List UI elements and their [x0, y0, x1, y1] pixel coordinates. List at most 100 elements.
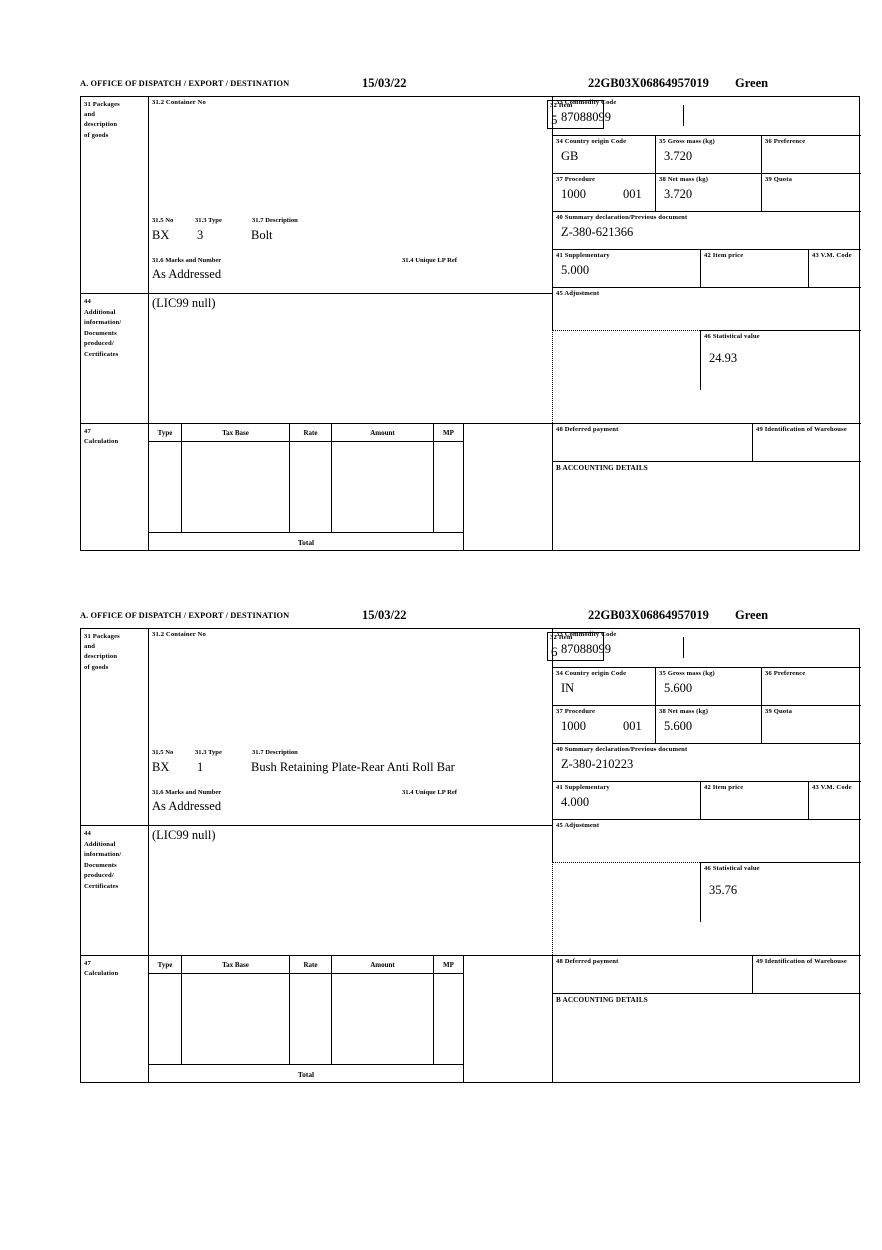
box-41-label: 41 Supplementary	[556, 252, 610, 259]
box-44-label-l3: information/	[84, 319, 122, 327]
commodity-code-divider	[683, 637, 685, 658]
box-48-label: 48 Deferred payment	[556, 426, 619, 433]
calc-cell-taxbase	[182, 442, 290, 532]
additional-information-value: (LIC99 null)	[152, 828, 216, 842]
box-40-label: 40 Summary declaration/Previous document	[556, 214, 688, 221]
calc-col-mp-header: MP	[434, 424, 464, 442]
box-31-3-type-label: 31.3 Type	[195, 749, 222, 756]
box-44-label: 44 Additional information/ Documents pro…	[81, 293, 148, 423]
box-44-label-l4: Documents	[84, 329, 117, 337]
calc-cell-rate	[290, 442, 332, 532]
box-31-4-unique-lp-ref-label: 31.4 Unique LP Ref	[402, 789, 457, 796]
box-40-label: 40 Summary declaration/Previous document	[556, 746, 688, 753]
calculation-header-row: Type Tax Base Rate Amount MP	[149, 956, 464, 974]
box-41-supplementary: 41 Supplementary 4.000	[552, 781, 700, 819]
box-31-5-no-label: 31.5 No	[152, 217, 174, 224]
procedure-code-1: 1000	[561, 187, 586, 201]
previous-document-value: Z-380-621366	[561, 225, 634, 239]
office-of-dispatch-label: A. OFFICE OF DISPATCH / EXPORT / DESTINA…	[80, 611, 290, 620]
box-44-additional-information: (LIC99 null)	[148, 825, 552, 955]
box-33-commodity-code: 33 Commodity Code 87088099	[552, 97, 861, 135]
box-32-item-label: 32 Item	[550, 102, 573, 109]
packages-no-value: BX	[152, 228, 170, 242]
box-44-label-l6: Certificates	[84, 350, 119, 358]
box-47-label-l2: Calculation	[84, 969, 119, 977]
box-36-label: 36 Preference	[765, 138, 806, 145]
box-33-label: 33 Commodity Code	[556, 631, 617, 638]
commodity-code-value: 87088099	[561, 642, 611, 656]
calc-col-rate-header: Rate	[290, 956, 332, 974]
box-31-label-l1: 31 Packages	[84, 101, 120, 108]
box-32-item: 32 Item 5	[547, 100, 604, 129]
box-31-goods-panel: 31.2 Container No 32 Item 6 31.5 No 31.3…	[148, 629, 604, 825]
calc-col-amount-header: Amount	[332, 956, 434, 974]
box-45-adjustment: 45 Adjustment	[552, 819, 861, 862]
box-47-label: 47 Calculation	[81, 955, 148, 1082]
box-39-label: 39 Quota	[765, 708, 793, 715]
calc-cell-type	[149, 974, 182, 1064]
box-37-label: 37 Procedure	[556, 708, 596, 715]
box-31-label: 31 Packages and description of goods	[81, 97, 148, 293]
marks-row: 31.6 Marks and Number 31.4 Unique LP Ref…	[152, 257, 552, 281]
procedure-code-2: 001	[623, 719, 642, 733]
calculation-body	[149, 442, 464, 532]
declaration-form-item-6: A. OFFICE OF DISPATCH / EXPORT / DESTINA…	[80, 607, 862, 1083]
calc-cell-mp	[434, 974, 464, 1064]
box-41-label: 41 Supplementary	[556, 784, 610, 791]
calc-cell-taxbase	[182, 974, 290, 1064]
calculation-body	[149, 974, 464, 1064]
box-44-label-l1: 44	[84, 830, 91, 837]
box-48-deferred-payment: 48 Deferred payment	[552, 955, 752, 993]
box-39-label: 39 Quota	[765, 176, 793, 183]
calc-col-type-header: Type	[149, 424, 182, 442]
box-49-label: 49 Identification of Warehouse	[756, 958, 847, 965]
box-34-label: 34 Country origin Code	[556, 670, 627, 677]
box-38-net-mass: 38 Net mass (kg) 3.720	[655, 173, 761, 211]
box-35-label: 35 Gross mass (kg)	[659, 670, 715, 677]
box-39-quota: 39 Quota	[761, 705, 861, 743]
box-38-label: 38 Net mass (kg)	[659, 176, 709, 183]
marks-row: 31.6 Marks and Number 31.4 Unique LP Ref…	[152, 789, 552, 813]
box-31-4-unique-lp-ref-label: 31.4 Unique LP Ref	[402, 257, 457, 264]
box-36-label: 36 Preference	[765, 670, 806, 677]
net-mass-value: 5.600	[664, 719, 693, 733]
box-44-label-l3: information/	[84, 851, 122, 859]
box-42-label: 42 Item price	[704, 784, 744, 791]
box-35-gross-mass: 35 Gross mass (kg) 5.600	[655, 667, 761, 705]
gross-mass-value: 5.600	[664, 681, 693, 695]
declaration-reference: 22GB03X06864957019	[588, 608, 709, 622]
declaration-date: 15/03/22	[362, 608, 407, 622]
box-34-label: 34 Country origin Code	[556, 138, 627, 145]
item-number-value: 5	[551, 112, 558, 127]
box-47-label-l2: Calculation	[84, 437, 119, 445]
box-48-label: 48 Deferred payment	[556, 958, 619, 965]
form-body: 31 Packages and description of goods 31.…	[80, 628, 861, 1083]
calc-cell-rate	[290, 974, 332, 1064]
box-47-label-l1: 47	[84, 960, 91, 967]
box-44-label-l2: Additional	[84, 840, 116, 848]
calculation-header-row: Type Tax Base Rate Amount MP	[149, 424, 464, 442]
declaration-route: Green	[735, 608, 769, 622]
box-35-gross-mass: 35 Gross mass (kg) 3.720	[655, 135, 761, 173]
box-42-item-price: 42 Item price	[700, 249, 808, 287]
box-31-label: 31 Packages and description of goods	[81, 629, 148, 825]
box-40-previous-document: 40 Summary declaration/Previous document…	[552, 211, 861, 249]
box-44-label-l1: 44	[84, 298, 91, 305]
form-header: A. OFFICE OF DISPATCH / EXPORT / DESTINA…	[80, 607, 862, 628]
statistical-value: 35.76	[709, 883, 738, 897]
box-45-dotted-divider-h	[552, 862, 700, 863]
box-33-label: 33 Commodity Code	[556, 99, 617, 106]
previous-document-value: Z-380-210223	[561, 757, 634, 771]
form-header: A. OFFICE OF DISPATCH / EXPORT / DESTINA…	[80, 75, 862, 96]
calc-cell-mp	[434, 442, 464, 532]
box-45-dotted-divider-v	[552, 330, 553, 423]
goods-description-value: Bolt	[251, 228, 273, 242]
box-44-label-l5: produced/	[84, 872, 114, 880]
declaration-route: Green	[735, 76, 769, 90]
box-31-label-l3: description	[84, 121, 118, 129]
calc-col-mp-header: MP	[434, 956, 464, 974]
declaration-form-item-5: A. OFFICE OF DISPATCH / EXPORT / DESTINA…	[80, 75, 862, 551]
calc-col-taxbase-header: Tax Base	[182, 424, 290, 442]
box-43-vm-code: 43 V.M. Code	[808, 249, 861, 287]
